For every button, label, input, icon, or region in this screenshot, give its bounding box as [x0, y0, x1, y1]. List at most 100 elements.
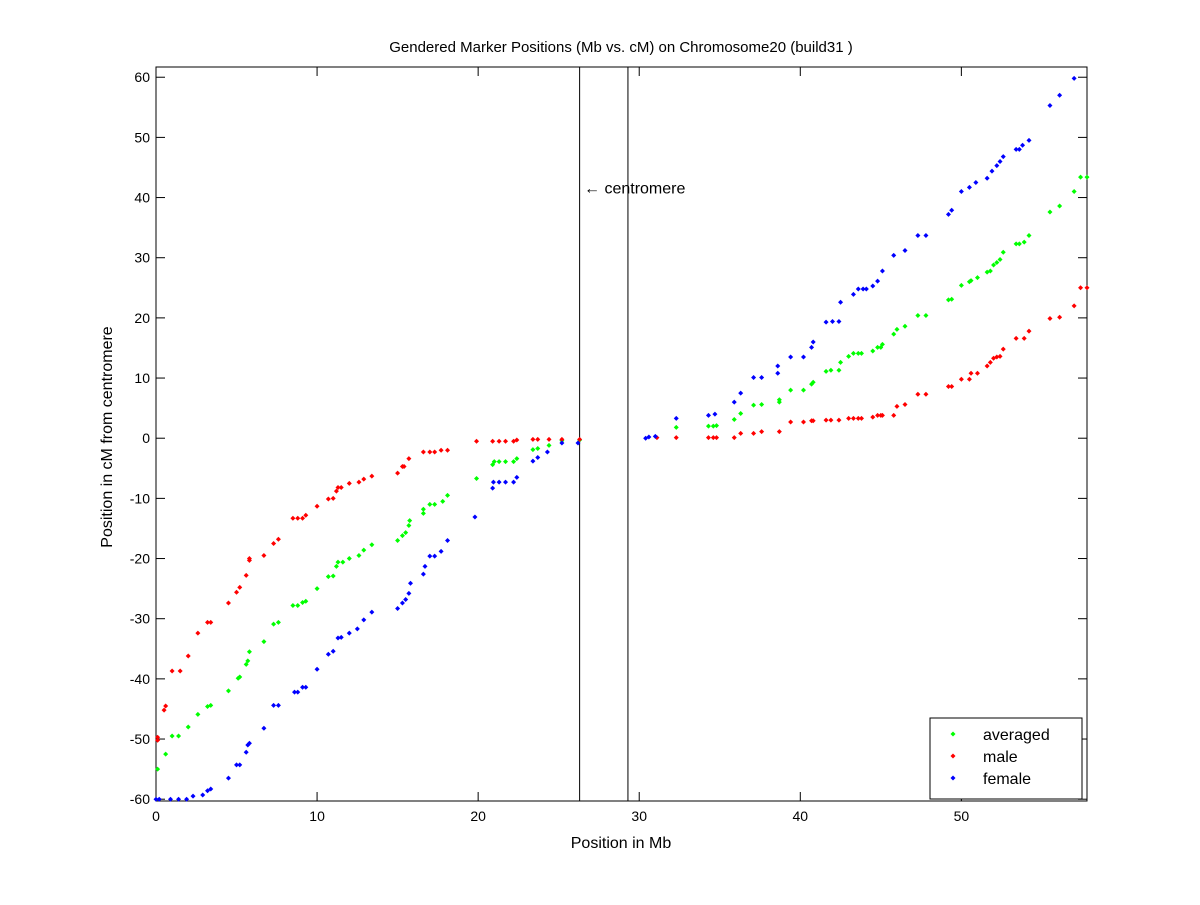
data-point [407, 580, 413, 586]
x-tick-label: 0 [152, 808, 160, 824]
data-point [945, 383, 951, 389]
data-point [496, 438, 502, 444]
data-point [673, 435, 679, 441]
x-tick-label: 50 [954, 808, 970, 824]
data-point [759, 402, 765, 408]
data-point [369, 542, 375, 548]
data-point [490, 479, 496, 485]
legend-label-male: male [983, 749, 1018, 766]
data-point [991, 262, 997, 268]
data-point [575, 440, 581, 446]
data-point [325, 574, 331, 580]
data-point [870, 283, 876, 289]
data-point [855, 350, 861, 356]
data-point [330, 495, 336, 501]
data-point [705, 412, 711, 418]
data-point [440, 498, 446, 504]
data-point [427, 449, 433, 455]
data-point [1084, 285, 1090, 291]
data-point [399, 600, 405, 606]
data-point [474, 476, 480, 482]
data-point [420, 571, 426, 577]
data-point [243, 572, 249, 578]
data-point [407, 518, 413, 524]
data-point [949, 383, 955, 389]
data-point [850, 415, 856, 421]
data-point [237, 584, 243, 590]
data-point [751, 402, 757, 408]
data-point [810, 379, 816, 385]
data-point [1013, 241, 1019, 247]
data-point [828, 417, 834, 423]
data-point [968, 278, 974, 284]
data-point [879, 268, 885, 274]
data-points [153, 75, 1090, 802]
data-point [994, 354, 1000, 360]
data-point [828, 367, 834, 373]
data-point [234, 589, 240, 595]
data-point [275, 702, 281, 708]
data-point [776, 397, 782, 403]
data-point [225, 600, 231, 606]
data-point [496, 459, 502, 465]
data-point [775, 370, 781, 376]
data-point [237, 674, 243, 680]
data-point [535, 436, 541, 442]
data-point [530, 458, 536, 464]
data-point [395, 470, 401, 476]
data-point [894, 403, 900, 409]
legend-label-averaged: averaged [983, 727, 1050, 744]
data-point [185, 653, 191, 659]
data-point [246, 556, 252, 562]
data-point [850, 291, 856, 297]
data-point [325, 496, 331, 502]
data-point [200, 792, 206, 798]
data-point [205, 619, 211, 625]
y-tick-label: 20 [134, 310, 150, 326]
data-point [1000, 346, 1006, 352]
data-point [275, 536, 281, 542]
data-point [710, 423, 716, 429]
data-point [205, 788, 211, 794]
data-point [836, 417, 842, 423]
y-tick-label: -50 [130, 731, 150, 747]
data-point [823, 368, 829, 374]
data-point [1013, 146, 1019, 152]
data-point [514, 474, 520, 480]
legend-marker-female [950, 775, 956, 781]
data-point [300, 684, 306, 690]
data-point [330, 573, 336, 579]
data-point [902, 248, 908, 253]
data-point [801, 354, 807, 360]
data-point [891, 331, 897, 337]
data-point [330, 648, 336, 654]
data-point [530, 447, 536, 453]
data-point [673, 415, 679, 421]
data-point [958, 282, 964, 288]
data-point [810, 339, 816, 345]
data-point [333, 563, 339, 569]
series-male [155, 285, 1090, 743]
data-point [858, 350, 864, 356]
data-point [246, 649, 252, 655]
data-point [335, 485, 341, 491]
data-point [801, 387, 807, 393]
data-point [891, 252, 897, 258]
data-point [1026, 328, 1032, 334]
y-tick-label: 50 [134, 129, 150, 145]
legend: averaged male female [929, 717, 1083, 800]
data-point [432, 449, 438, 455]
data-point [870, 414, 876, 420]
data-point [176, 796, 182, 802]
data-point [1047, 209, 1053, 215]
data-point [974, 370, 980, 376]
data-point [949, 296, 955, 302]
data-point [994, 260, 1000, 266]
data-point [155, 766, 161, 772]
data-point [303, 598, 309, 604]
data-point [714, 435, 720, 441]
y-tick-label: -20 [130, 551, 150, 567]
data-point [155, 734, 161, 740]
data-point [577, 436, 583, 442]
data-point [652, 433, 658, 439]
